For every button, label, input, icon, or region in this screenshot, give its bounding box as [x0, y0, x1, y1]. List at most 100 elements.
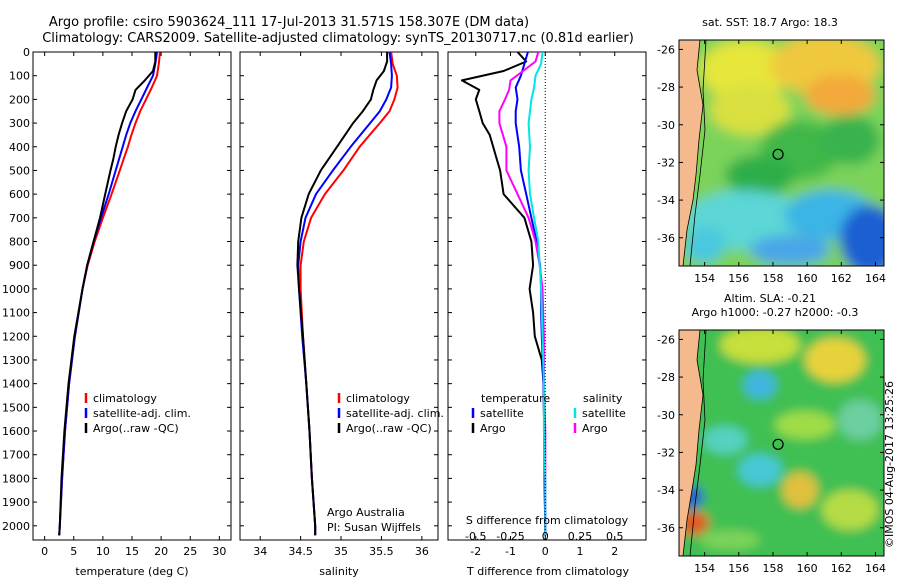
annotation-pi: PI: Susan Wijffels — [327, 521, 421, 534]
depth-tick-label: 500 — [9, 164, 30, 177]
depth-tick-label: 1400 — [2, 378, 30, 391]
x-tick-label: 25 — [183, 545, 197, 558]
x-tick-label: 34 — [253, 545, 267, 558]
temperature-panel: 0100200300400500600700800900100011001200… — [2, 46, 232, 578]
difference-legend: temperature salinity satellite Argo satellit… — [471, 392, 626, 435]
depth-tick-label: 200 — [9, 93, 30, 106]
sla-map-frame — [678, 329, 885, 557]
depth-tick-label: 1500 — [2, 401, 30, 414]
salinity-xlabel: salinity — [319, 565, 359, 578]
difference-series — [460, 52, 547, 536]
x-tick-label: 20 — [154, 545, 168, 558]
depth-tick-label: 300 — [9, 117, 30, 130]
temperature-xlabel: temperature (deg C) — [75, 565, 188, 578]
salinity-series — [296, 52, 399, 536]
salinity-legend-item-2-label: Argo(..raw -QC) — [346, 422, 432, 435]
s-difference-label: S difference from climatology — [466, 514, 629, 527]
map-lat-tick-label: -34 — [657, 194, 675, 207]
depth-tick-label: 1700 — [2, 449, 30, 462]
sla-map-title-1: Altim. SLA: -0.21 — [724, 292, 816, 305]
map-lat-tick-label: -26 — [657, 43, 675, 56]
depth-tick-label: 1600 — [2, 425, 30, 438]
depth-tick-label: 1200 — [2, 330, 30, 343]
sst-argo-position-marker — [772, 148, 784, 160]
sla-map-title-2: Argo h1000: -0.27 h2000: -0.3 — [692, 306, 859, 319]
depth-tick-label: 400 — [9, 141, 30, 154]
sst-shelf-contour — [689, 40, 707, 266]
sla-argo-position-marker — [772, 438, 784, 450]
imos-timestamp: ©IMOS 04-Aug-2017 13:25:26 — [883, 381, 896, 548]
map-lat-tick-label: -32 — [657, 156, 675, 169]
temperature-legend: climatology satellite-adj. clim. Argo(..ra… — [84, 392, 191, 435]
sst-land-mass — [679, 40, 704, 266]
x-tick-label: 10 — [96, 545, 110, 558]
s-tick-label: -0.25 — [496, 530, 524, 543]
legend-s-satellite-label: satellite — [582, 407, 626, 420]
salinity-legend: climatology satellite-adj. clim. Argo(..ra… — [337, 392, 444, 435]
sla-map-panel: Altim. SLA: -0.21 Argo h1000: -0.27 h200… — [657, 292, 886, 575]
map-lon-tick-label: 160 — [797, 562, 818, 575]
sst-map-frame — [678, 39, 885, 267]
map-lat-tick-label: -34 — [657, 484, 675, 497]
title-line-2: Climatology: CARS2009. Satellite-adjuste… — [42, 31, 634, 46]
map-lat-tick-label: -36 — [657, 232, 675, 245]
s-tick-label: 0.25 — [568, 530, 593, 543]
difference-plot-frame — [447, 51, 647, 541]
map-lon-tick-label: 160 — [797, 272, 818, 285]
salinity-panel: 34 34.5 35 35.5 36 salinity climatology satel… — [239, 51, 444, 578]
x-tick-label: 0 — [41, 545, 48, 558]
depth-tick-label: 1900 — [2, 496, 30, 509]
temperature-axes: 0100200300400500600700800900100011001200… — [2, 46, 231, 558]
salinity-legend-item-1-label: satellite-adj. clim. — [346, 407, 444, 420]
s-tick-label: 0.5 — [606, 530, 624, 543]
sst-map-title: sat. SST: 18.7 Argo: 18.3 — [702, 16, 838, 29]
legend-temperature-title: temperature — [481, 392, 550, 405]
map-lon-tick-label: 156 — [728, 562, 749, 575]
sst-map-axes: 154 156 158 160 162 164 -26 -28 -30 -32 -34 -36 — [657, 40, 886, 285]
salinity-line-argo — [296, 52, 389, 536]
map-lat-tick-label: -30 — [657, 409, 675, 422]
sla-shelf-contour — [689, 330, 707, 556]
legend-t-argo-label: Argo — [480, 422, 506, 435]
sst-heatmap — [679, 40, 884, 266]
s-tick-label: -0.5 — [465, 530, 486, 543]
t-difference-xlabel: T difference from climatology — [466, 565, 629, 578]
x-tick-label: 5 — [70, 545, 77, 558]
x-tick-label: 15 — [125, 545, 139, 558]
temperature-legend-item-0-label: climatology — [93, 392, 157, 405]
legend-s-argo-label: Argo — [582, 422, 608, 435]
salinity-axes: 34 34.5 35 35.5 36 — [240, 51, 438, 558]
map-lon-tick-label: 164 — [865, 562, 886, 575]
sst-map-panel: sat. SST: 18.7 Argo: 18.3 15 — [657, 16, 886, 285]
x-tick-label: 35.5 — [369, 545, 394, 558]
map-lat-tick-label: -32 — [657, 446, 675, 459]
map-lat-tick-label: -36 — [657, 522, 675, 535]
s-tick-label: 0 — [542, 530, 549, 543]
map-lon-tick-label: 162 — [831, 562, 852, 575]
depth-tick-label: 1300 — [2, 354, 30, 367]
salinity-plot-frame — [239, 51, 439, 541]
map-lon-tick-label: 154 — [694, 562, 715, 575]
map-lon-tick-label: 162 — [831, 272, 852, 285]
x-tick-label: -1 — [505, 545, 516, 558]
x-tick-label: 0 — [542, 545, 549, 558]
legend-t-satellite-label: satellite — [480, 407, 524, 420]
sla-land-mass — [679, 330, 704, 556]
x-tick-label: 34.5 — [288, 545, 313, 558]
title-line-1: Argo profile: csiro 5903624_111 17-Jul-2… — [49, 15, 529, 30]
depth-tick-label: 1100 — [2, 307, 30, 320]
depth-tick-label: 1800 — [2, 472, 30, 485]
temperature-series — [58, 52, 161, 536]
depth-tick-label: 900 — [9, 259, 30, 272]
map-lat-tick-label: -26 — [657, 333, 675, 346]
depth-tick-label: 600 — [9, 188, 30, 201]
depth-tick-label: 100 — [9, 70, 30, 83]
x-tick-label: 2 — [611, 545, 618, 558]
sla-heatmap — [679, 330, 884, 556]
depth-tick-label: 2000 — [2, 520, 30, 533]
map-lon-tick-label: 156 — [728, 272, 749, 285]
map-lat-tick-label: -28 — [657, 81, 675, 94]
salinity-legend-item-0-label: climatology — [346, 392, 410, 405]
map-lat-tick-label: -30 — [657, 119, 675, 132]
